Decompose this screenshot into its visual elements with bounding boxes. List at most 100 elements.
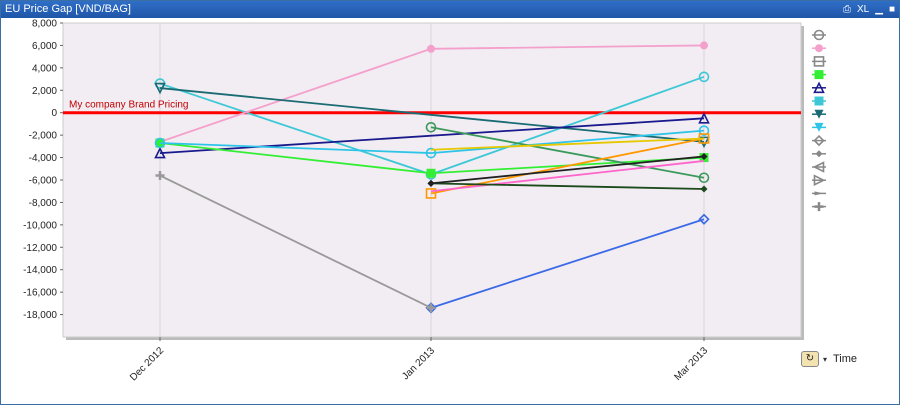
x-tick-label: Jan 2013 (400, 345, 437, 382)
series-7 (425, 121, 710, 184)
series-line (430, 160, 705, 193)
x-tick-label: Dec 2012 (128, 345, 166, 383)
chart-area: 8,000 6,000 4,000 2,000 0 -2,000 -4,000 -6,000 -… (1, 19, 899, 404)
legend-marker (815, 44, 823, 53)
y-tick-label: -12,000 (23, 243, 57, 254)
series-14 (430, 137, 705, 151)
y-tick-label: -2,000 (29, 131, 58, 142)
legend-marker (814, 109, 824, 119)
legend-marker (814, 191, 824, 196)
minimize-icon[interactable]: ▁ (875, 4, 883, 15)
data-point (426, 303, 436, 313)
y-tick-label: -6,000 (29, 176, 58, 187)
legend-marker (814, 96, 824, 106)
data-point (427, 179, 435, 187)
legend-marker (812, 161, 825, 173)
window-titlebar: EU Price Gap [VND/BAG] ⎙ XL ▁ ■ (1, 1, 899, 18)
legend-marker (813, 81, 825, 94)
data-point (698, 125, 710, 136)
data-point (698, 112, 710, 124)
y-tick-label: 2,000 (32, 86, 57, 97)
data-point (425, 147, 437, 159)
y-tick-label: 8,000 (32, 19, 57, 30)
reference-line-label: My company Brand Pricing (69, 100, 189, 111)
legend-marker (815, 150, 823, 158)
series-13 (427, 152, 708, 187)
time-axis-label: Time (833, 353, 858, 365)
data-point (426, 168, 436, 178)
data-point (155, 171, 165, 181)
series-line (430, 137, 705, 151)
maximize-icon[interactable]: ■ (888, 4, 895, 15)
series-6 (154, 125, 710, 159)
data-point (698, 71, 710, 83)
legend-item (812, 134, 826, 147)
series-line (430, 155, 705, 185)
legend-marker (813, 56, 825, 67)
data-point (425, 188, 437, 199)
legend-item (812, 29, 826, 41)
plot-background (62, 22, 802, 338)
data-point (427, 44, 435, 53)
data-point (698, 172, 710, 184)
legend-item (812, 81, 826, 94)
y-tick-label: 4,000 (32, 63, 57, 74)
data-point (154, 137, 166, 149)
legend-item (812, 122, 826, 132)
series-11 (430, 160, 705, 193)
legend-item (812, 96, 826, 106)
data-point (700, 41, 708, 50)
data-point (154, 82, 166, 95)
series-4 (154, 112, 710, 159)
legend-marker (813, 134, 825, 147)
legend-item (812, 44, 826, 53)
data-point (698, 213, 710, 225)
data-point (698, 136, 710, 149)
data-point (700, 152, 708, 160)
window-controls: ⎙ XL ▁ ■ (843, 1, 895, 18)
data-point (425, 121, 437, 133)
window-title: EU Price Gap [VND/BAG] (5, 3, 131, 15)
legend-item (812, 202, 826, 212)
series-line (430, 182, 705, 190)
legend-marker (814, 122, 824, 132)
series-line (159, 129, 705, 154)
series-line (159, 117, 705, 154)
time-axis-icon[interactable]: ↻ (801, 351, 819, 367)
series-line (159, 174, 432, 309)
legend-item (812, 174, 826, 186)
y-tick-label: -16,000 (23, 288, 57, 299)
legend-marker (813, 29, 825, 41)
y-tick-label: -10,000 (23, 220, 57, 231)
y-tick-label: 6,000 (32, 41, 57, 52)
legend-item (812, 70, 826, 80)
y-tick-label: -18,000 (23, 310, 57, 321)
time-axis-control[interactable]: ↻ ▾ Time (801, 351, 857, 367)
x-tick-label: Mar 2013 (672, 345, 710, 383)
series-line (159, 87, 705, 143)
legend-item (812, 109, 826, 119)
y-tick-label: 0 (51, 108, 57, 119)
legend-item (812, 56, 826, 67)
legend-item (812, 150, 826, 158)
export-xl-button[interactable]: XL (857, 4, 870, 15)
data-point (700, 185, 708, 193)
print-icon[interactable]: ⎙ (843, 4, 852, 15)
y-tick-label: -14,000 (23, 265, 57, 276)
series-line (430, 218, 705, 309)
chevron-down-icon[interactable]: ▾ (823, 354, 828, 364)
y-tick-label: -8,000 (29, 198, 58, 209)
y-tick-label: -4,000 (29, 153, 58, 164)
legend-item (812, 161, 826, 173)
line-chart: 8,000 6,000 4,000 2,000 0 -2,000 -4,000 -6,000 -… (23, 19, 826, 383)
legend-marker (814, 70, 824, 80)
legend-marker (813, 174, 826, 186)
series-3 (154, 82, 710, 149)
series-line (430, 126, 705, 179)
legend-marker (814, 202, 824, 212)
series-9 (155, 171, 436, 313)
data-point (154, 146, 166, 159)
legend-item (812, 191, 826, 196)
legend (812, 29, 826, 212)
